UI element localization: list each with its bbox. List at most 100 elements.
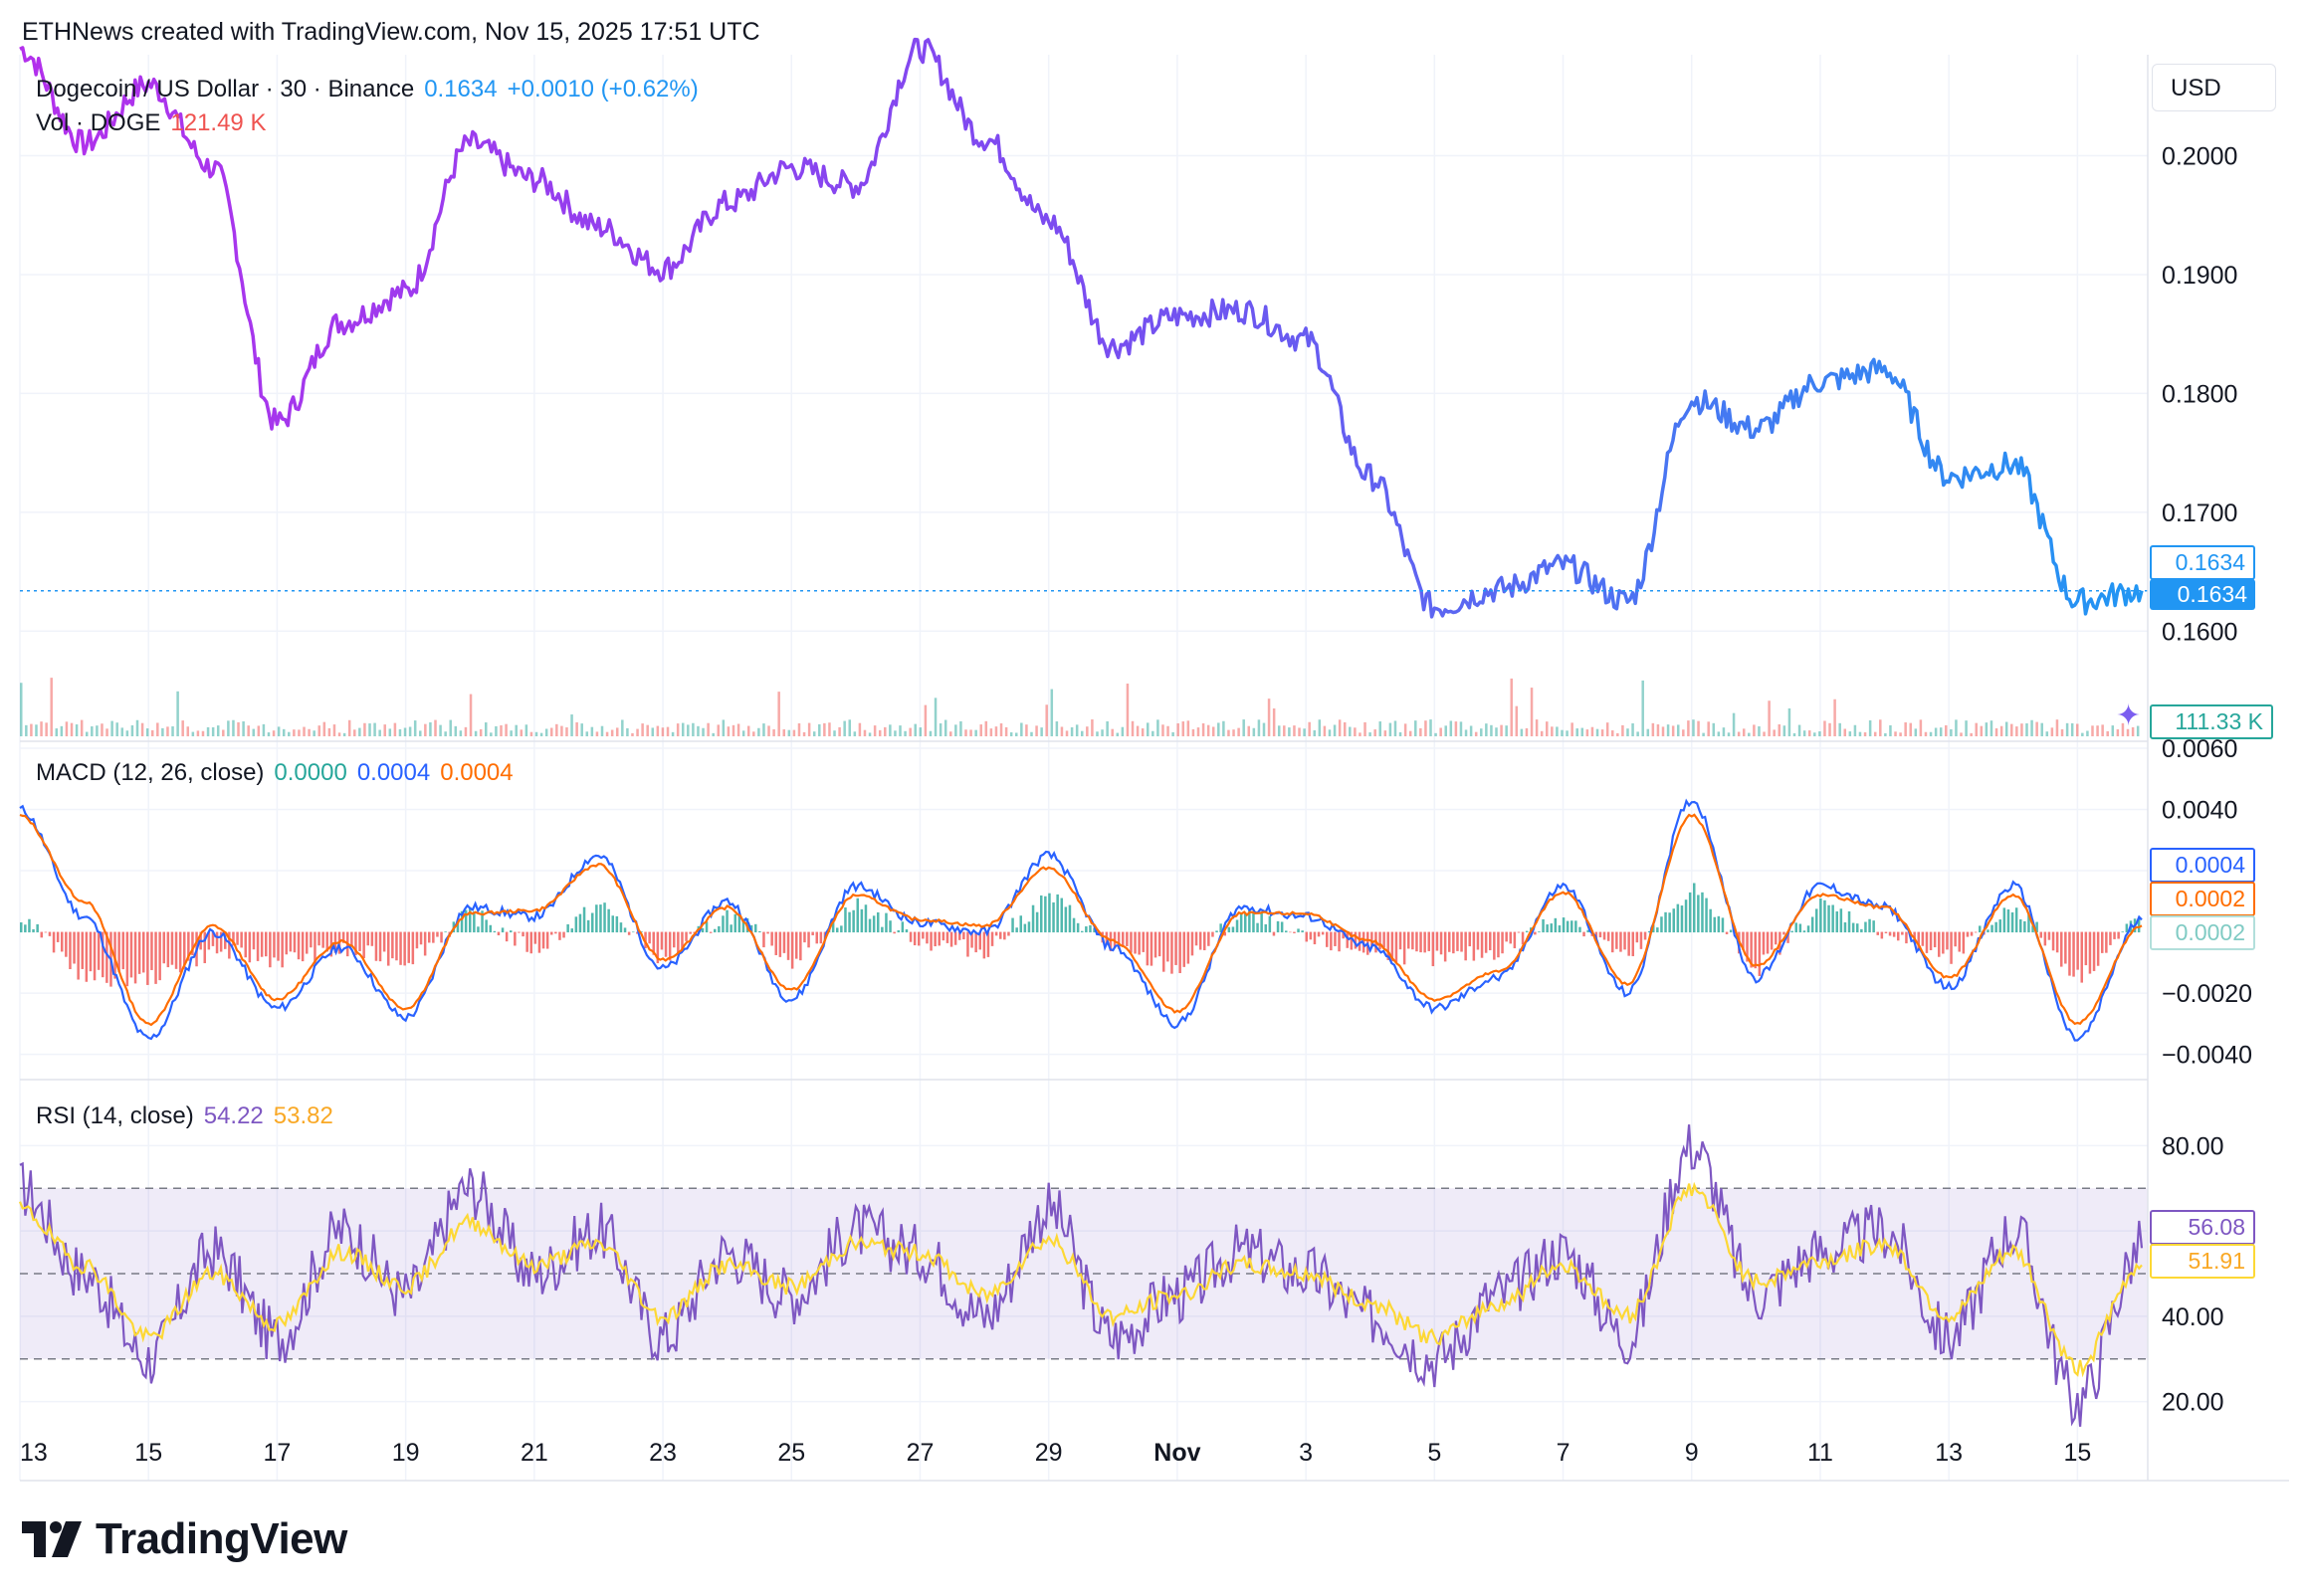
- volume-bar: [641, 723, 644, 736]
- tradingview-logo[interactable]: TradingView: [22, 1514, 347, 1564]
- volume-bar: [1899, 732, 1902, 736]
- volume-bar: [1378, 721, 1381, 736]
- macd-hist-bar: [693, 931, 696, 933]
- macd-hist-bar: [1402, 931, 1406, 965]
- volume-bar: [924, 704, 928, 736]
- volume-bar: [954, 724, 957, 736]
- macd-hist-bar: [1109, 931, 1113, 952]
- volume-bar: [2004, 721, 2008, 736]
- macd-hist-bar: [1174, 931, 1177, 965]
- macd-hist-bar: [248, 931, 252, 963]
- volume-bar: [1697, 720, 1700, 736]
- time-tick-label: Nov: [1153, 1439, 1200, 1467]
- volume-bar: [939, 723, 942, 736]
- volume-bar: [257, 725, 261, 736]
- volume-bar: [140, 722, 144, 736]
- volume-bar: [717, 724, 721, 736]
- volume-bar: [666, 726, 670, 736]
- volume-bar: [1500, 724, 1503, 736]
- macd-hist-bar: [673, 931, 676, 948]
- macd-hist-bar: [289, 931, 293, 952]
- macd-hist-bar: [477, 926, 480, 933]
- macd-hist-bar: [28, 918, 31, 933]
- volume-bar: [444, 731, 447, 736]
- volume-bar: [449, 719, 452, 736]
- volume-bar: [20, 683, 23, 736]
- macd-hist-bar: [1301, 930, 1304, 933]
- macd-hist-bar: [1068, 904, 1072, 933]
- volume-bar: [1955, 719, 1958, 736]
- macd-hist-bar: [570, 928, 573, 933]
- volume-bar: [227, 720, 230, 736]
- volume-bar: [1585, 729, 1589, 736]
- macd-hist-bar: [1933, 931, 1937, 948]
- volume-bar: [534, 731, 538, 736]
- macd-hist-bar: [1839, 908, 1843, 933]
- volume-bar: [317, 725, 320, 736]
- volume-bar: [1166, 725, 1169, 736]
- macd-hist-bar: [1142, 931, 1145, 952]
- volume-bar: [1868, 719, 1872, 736]
- volume-bar: [1707, 721, 1710, 736]
- macd-hist-bar: [1289, 931, 1292, 933]
- time-tick-label: 13: [1935, 1439, 1963, 1467]
- macd-hist-bar: [170, 931, 174, 965]
- volume-bar: [388, 728, 392, 736]
- volume-bar: [1303, 728, 1306, 736]
- rsi-tag: 56.08: [2150, 1210, 2255, 1245]
- macd-hist-bar: [701, 927, 705, 933]
- macd-hist-bar: [1093, 927, 1096, 933]
- time-tick-label: 15: [2063, 1439, 2091, 1467]
- volume-bar: [1009, 732, 1013, 736]
- volume-bar: [55, 728, 59, 736]
- price-tick-label: 0.1900: [2162, 262, 2237, 290]
- volume-bar: [125, 730, 129, 736]
- volume-bar: [1768, 700, 1771, 736]
- macd-hist-bar: [497, 931, 501, 936]
- volume-bar: [474, 730, 478, 736]
- volume-bar: [828, 722, 831, 736]
- macd-hist-bar: [321, 931, 324, 948]
- volume-bar: [2096, 725, 2099, 736]
- macd-hist-bar: [464, 909, 468, 933]
- macd-hist-bar: [1227, 926, 1231, 933]
- volume-bar: [1858, 731, 1862, 736]
- macd-hist-bar: [1427, 931, 1430, 951]
- currency-button[interactable]: USD: [2152, 64, 2276, 111]
- volume-bar: [1106, 720, 1109, 736]
- macd-hist-bar: [578, 913, 582, 933]
- volume-bar: [1621, 724, 1624, 736]
- macd-hist-bar: [1798, 923, 1802, 933]
- volume-bar: [1535, 719, 1539, 736]
- volume-bar: [661, 727, 665, 736]
- volume-bar: [342, 732, 346, 736]
- macd-hist-bar: [1338, 931, 1341, 952]
- volume-bar: [792, 729, 796, 736]
- macd-hist-bar: [350, 931, 353, 947]
- macd-legend: MACD (12, 26, close) 0.0000 0.0004 0.0004: [36, 759, 523, 787]
- volume-bar: [843, 720, 846, 736]
- volume-bar: [2136, 725, 2140, 736]
- macd-label: MACD (12, 26, close): [36, 759, 265, 786]
- volume-bar: [1985, 722, 1989, 736]
- rsi-legend: RSI (14, close) 54.22 53.82: [36, 1102, 343, 1130]
- volume-bar: [252, 728, 256, 736]
- volume-bar: [1914, 728, 1918, 736]
- volume-bar: [2045, 731, 2049, 736]
- volume-bar: [1086, 726, 1089, 736]
- volume-bar: [45, 722, 48, 736]
- macd-hist-bar: [819, 931, 823, 944]
- macd-hist-bar: [207, 931, 211, 950]
- macd-hist-bar: [1998, 919, 2001, 933]
- volume-bar: [1525, 727, 1529, 736]
- macd-hist-bar: [840, 925, 843, 933]
- rsi-label: RSI (14, close): [36, 1102, 194, 1129]
- macd-hist-bar: [317, 931, 320, 946]
- sparkle-icon[interactable]: ✦: [2116, 699, 2142, 732]
- volume-bar: [393, 722, 397, 736]
- signal-value: 0.0004: [440, 759, 514, 786]
- macd-hist-bar: [510, 930, 513, 933]
- volume-bar: [1237, 727, 1240, 736]
- volume-bar: [1152, 730, 1154, 736]
